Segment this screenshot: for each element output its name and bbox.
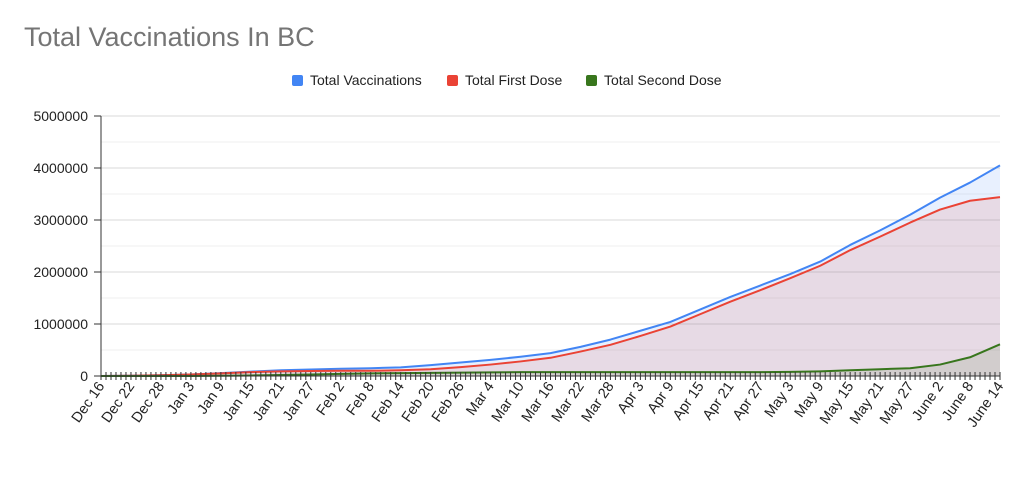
legend-item: Total Second Dose — [586, 72, 722, 88]
x-tick-label: May 3 — [762, 379, 798, 421]
legend-swatch — [447, 75, 458, 86]
chart-title: Total Vaccinations In BC — [24, 22, 315, 52]
legend-item: Total Vaccinations — [292, 72, 422, 88]
x-tick-label: Jan 27 — [280, 379, 318, 424]
y-tick-label: 5000000 — [33, 108, 88, 124]
series-area — [101, 165, 1000, 376]
y-tick-label: 0 — [80, 368, 88, 384]
y-tick-label: 2000000 — [33, 264, 88, 280]
x-tick-label: Mar 28 — [579, 379, 618, 425]
legend-label: Total First Dose — [465, 72, 563, 88]
y-tick-label: 4000000 — [33, 160, 88, 176]
legend-swatch — [292, 75, 303, 86]
legend-item: Total First Dose — [447, 72, 562, 88]
series-area — [101, 197, 1000, 376]
x-tick-label: Feb 26 — [429, 379, 468, 425]
x-tick-label: Jan 3 — [165, 379, 198, 417]
legend: Total Vaccinations Total First Dose Total … — [0, 72, 1024, 92]
legend-label: Total Second Dose — [604, 72, 722, 88]
legend-swatch — [586, 75, 597, 86]
x-tick-label: Feb 2 — [314, 379, 348, 419]
legend-label: Total Vaccinations — [310, 72, 422, 88]
y-tick-label: 1000000 — [33, 316, 88, 332]
y-tick-label: 3000000 — [33, 212, 88, 228]
x-tick-label: Apr 3 — [615, 379, 648, 417]
x-tick-label: Apr 27 — [730, 379, 768, 423]
